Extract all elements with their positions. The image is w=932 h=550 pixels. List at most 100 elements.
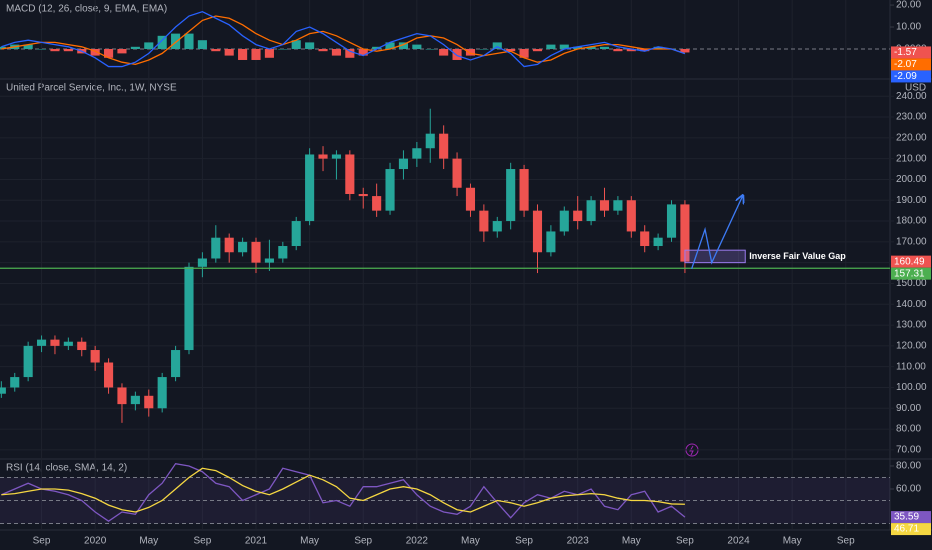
histogram-bar bbox=[104, 48, 114, 58]
projection-arrow bbox=[691, 196, 743, 270]
candle-body bbox=[50, 339, 60, 346]
y-tick-label: 210.00 bbox=[896, 153, 927, 164]
histogram-bar bbox=[171, 33, 181, 49]
histogram-bar bbox=[465, 48, 476, 56]
candle-body bbox=[291, 221, 301, 247]
histogram-bar bbox=[613, 48, 623, 52]
macd-title: MACD (12, 26, close, 9, EMA, EMA) bbox=[6, 4, 167, 15]
histogram-bar bbox=[653, 46, 663, 49]
y-tick-label: 70.00 bbox=[896, 445, 921, 456]
histogram-bar bbox=[586, 46, 596, 49]
last-value-label: 35.59 bbox=[894, 512, 919, 523]
histogram-bar bbox=[157, 35, 167, 49]
x-tick-label: Sep bbox=[676, 536, 694, 547]
candle-body bbox=[492, 221, 502, 232]
histogram-bar bbox=[211, 48, 221, 52]
last-value-label-bg bbox=[891, 511, 931, 524]
histogram-bar bbox=[439, 48, 449, 56]
histogram-bar bbox=[599, 46, 610, 49]
histogram-bar bbox=[412, 44, 422, 49]
y-tick-label: 60.00 bbox=[896, 484, 921, 495]
x-tick-label: May bbox=[622, 536, 641, 547]
candle-body bbox=[157, 377, 167, 409]
y-tick-label: 230.00 bbox=[896, 112, 927, 123]
histogram-bar bbox=[506, 48, 516, 52]
candle-body bbox=[104, 362, 114, 388]
candle-body bbox=[211, 237, 221, 259]
indicator-line bbox=[1, 15, 686, 66]
candle-body bbox=[519, 169, 529, 211]
histogram-bar bbox=[626, 48, 636, 52]
candle-body bbox=[345, 154, 355, 195]
histogram-bar bbox=[23, 44, 33, 49]
y-tick-label: 10.00 bbox=[896, 22, 921, 33]
last-value-label-bg bbox=[891, 58, 931, 71]
histogram-bar bbox=[519, 48, 529, 58]
histogram-bar bbox=[680, 48, 690, 53]
candle-body bbox=[546, 231, 556, 253]
candle-body bbox=[398, 158, 409, 170]
last-value-label: -1.57 bbox=[894, 47, 917, 58]
y-tick-label: 80.00 bbox=[896, 424, 921, 435]
x-tick-label: 2024 bbox=[727, 536, 750, 547]
candle-body bbox=[425, 133, 435, 149]
histogram-bar bbox=[479, 48, 489, 50]
candle-body bbox=[77, 341, 87, 351]
indicator-line bbox=[1, 10, 686, 68]
candle-body bbox=[130, 395, 140, 405]
x-tick-label: 2020 bbox=[84, 536, 107, 547]
candle-body bbox=[479, 210, 489, 232]
y-tick-label: 180.00 bbox=[896, 216, 927, 227]
x-tick-label: May bbox=[461, 536, 480, 547]
candle-body bbox=[36, 339, 47, 346]
candle-body bbox=[358, 194, 368, 197]
histogram-bar bbox=[50, 48, 60, 52]
main-title: United Parcel Service, Inc., 1W, NYSE bbox=[6, 83, 177, 94]
candle-body bbox=[666, 204, 677, 238]
y-tick-label: 240.00 bbox=[896, 91, 927, 102]
x-tick-label: Sep bbox=[837, 536, 855, 547]
y-tick-label: 170.00 bbox=[896, 236, 927, 247]
last-value-label: -2.09 bbox=[894, 71, 917, 82]
candle-body bbox=[331, 154, 341, 159]
candle-body bbox=[680, 204, 690, 262]
x-tick-label: 2021 bbox=[245, 536, 268, 547]
indicator-line bbox=[1, 462, 686, 522]
y-tick-label: 120.00 bbox=[896, 341, 927, 352]
y-tick-label: 130.00 bbox=[896, 320, 927, 331]
candle-body bbox=[144, 395, 154, 409]
candle-body bbox=[573, 210, 583, 222]
candle-body bbox=[117, 387, 127, 405]
candle-body bbox=[599, 200, 610, 211]
candle-body bbox=[653, 237, 663, 247]
last-value-label: 46.71 bbox=[894, 524, 919, 535]
candle-body bbox=[506, 169, 516, 222]
histogram-bar bbox=[184, 33, 194, 49]
candle-body bbox=[385, 169, 395, 211]
histogram-bar bbox=[358, 48, 368, 56]
candle-body bbox=[224, 237, 234, 253]
x-tick-label: May bbox=[300, 536, 319, 547]
candle-body bbox=[439, 133, 449, 159]
candle-body bbox=[412, 148, 422, 159]
candle-body bbox=[251, 241, 261, 263]
histogram-bar bbox=[117, 48, 127, 54]
candle-body bbox=[63, 341, 73, 346]
candle-body bbox=[465, 187, 476, 211]
candle-body bbox=[184, 266, 194, 351]
y-tick-label: 90.00 bbox=[896, 403, 921, 414]
x-tick-label: Sep bbox=[33, 536, 51, 547]
histogram-bar bbox=[90, 48, 100, 56]
candle-body bbox=[0, 387, 6, 394]
candle-body bbox=[171, 350, 181, 378]
candle-body bbox=[90, 350, 100, 363]
histogram-bar bbox=[318, 48, 328, 52]
histogram-bar bbox=[36, 48, 47, 50]
rsi-title: RSI (14, close, SMA, 14, 2) bbox=[6, 463, 127, 474]
histogram-bar bbox=[425, 48, 435, 50]
histogram-bar bbox=[385, 42, 395, 49]
histogram-bar bbox=[0, 46, 6, 49]
histogram-bar bbox=[130, 46, 140, 49]
